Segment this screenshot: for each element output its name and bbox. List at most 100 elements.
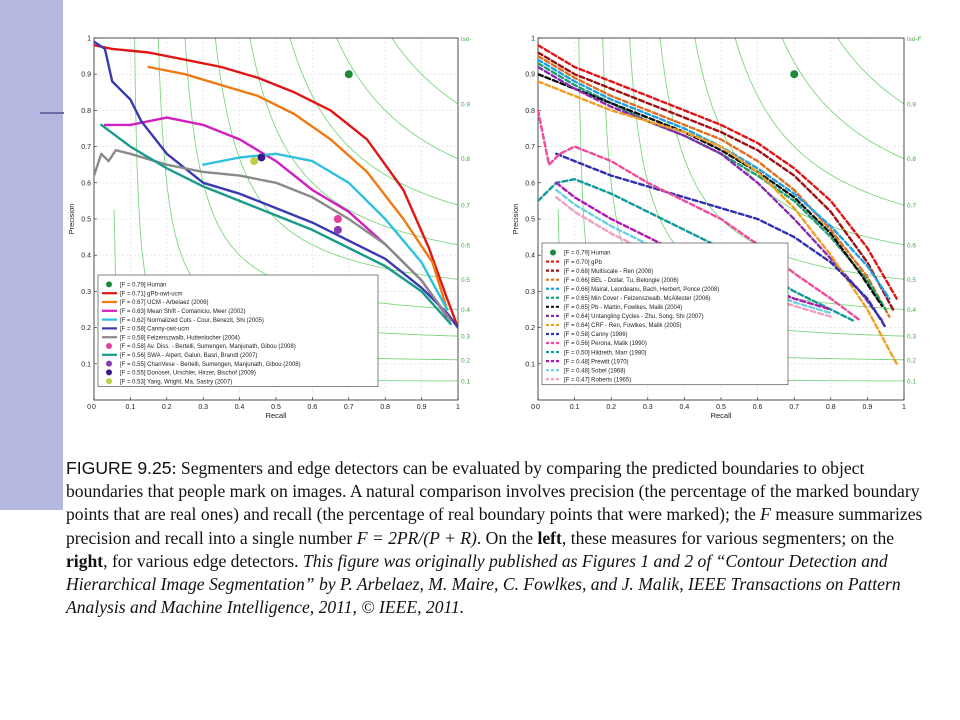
legend-entry: [F = 0.64] Untangling Cycles - Zhu, Song… [564, 314, 704, 320]
iso-f-level-label: 0.2 [907, 357, 916, 364]
legend: [F = 0.79] Human [F = 0.71] gPb-owt-ucm [F… [97, 274, 379, 387]
caption-p3: . On the [476, 527, 538, 548]
legend-entry: [F = 0.70] gPb [564, 260, 603, 266]
segmenters-pr-chart: 0 0.1 0.2 0.3 0.4 0.5 0.6 0.7 0.8 0.9 1 0.1 0.2 0.3 0.… [67, 36, 472, 421]
series-f-0-58-canny-owt-ucm-line [94, 40, 458, 329]
legend-entry: [F = 0.68] Multiscale - Ren (2008) [564, 269, 653, 275]
x-tick-label: 0.5 [271, 404, 281, 411]
x-tick-label: 0.7 [344, 404, 354, 411]
legend-entry: [F = 0.63] Mean Shift - Comaniciu, Meer … [120, 309, 246, 315]
legend-box [541, 242, 789, 386]
series-f-0-67-ucm-arbelaez-2006-line [147, 65, 449, 311]
x-tick-label: 0.8 [826, 404, 836, 411]
caption-p4: , these measures for various segmenters;… [561, 527, 895, 548]
y-tick-label: 0.1 [81, 361, 91, 368]
y-tick-label: 1 [87, 36, 91, 43]
series-f-0-58-felzenszwalb-huttenlocher-2004-line [94, 149, 452, 322]
iso-f-curve [289, 38, 458, 206]
legend-entry: [F = 0.71] gPb-owt-ucm [120, 291, 183, 297]
y-tick-label: 1 [531, 36, 535, 43]
x-tick-label: 0.8 [380, 404, 390, 411]
x-tick-label: 0.6 [308, 404, 318, 411]
series-f-0-58-canny-1986-line [555, 152, 887, 329]
x-axis-label: Recall [711, 411, 732, 420]
y-tick-label: 0.2 [525, 325, 535, 332]
iso-f-curve [781, 38, 904, 160]
iso-f-level-label: 0.4 [907, 307, 916, 314]
series-f-0-79-human-point [344, 70, 353, 79]
y-tick-label: 0.3 [525, 289, 535, 296]
series-f-0-50-hildreth-marr-1980-line [538, 178, 854, 322]
legend-marker [106, 281, 112, 288]
iso-f-curve [836, 38, 904, 105]
iso-f-curve [336, 38, 458, 160]
iso-f-level-label: 0.6 [907, 242, 916, 249]
iso-f-level-label: 0.1 [907, 378, 916, 385]
series-f-0-56-perona-malik-1990-line [538, 109, 862, 322]
slide-decor-line [40, 112, 64, 114]
legend-box [97, 274, 379, 387]
iso-f-level-label: 0.9 [907, 101, 916, 108]
x-tick-label: 0.2 [162, 404, 172, 411]
legend-entry: [F = 0.65] Pb - Martin, Fowlkes, Malik (… [564, 305, 682, 311]
legend-entry: [F = 0.67] UCM - Arbelaez (2006) [120, 300, 209, 306]
legend-entry: [F = 0.58] Felzenszwalb, Huttenlocher (2… [120, 335, 240, 341]
iso-f-level-label: 0.4 [461, 307, 470, 314]
legend-entry: [F = 0.56] Perona, Malik (1990) [564, 341, 647, 347]
figure-caption: FIGURE 9.25: Segmenters and edge detecto… [66, 458, 923, 618]
x-tick-label: 0.4 [680, 404, 690, 411]
x-tick-label: 0.2 [606, 404, 616, 411]
series-f-0-58-av-diss-bertelli-sumengen-manjunath-gibou-2008-point [333, 215, 342, 223]
iso-f-level-label: 0.1 [461, 378, 470, 385]
x-tick-label: 0.9 [863, 404, 873, 411]
series-f-0-71-gpb-owt-ucm-line [94, 44, 458, 329]
legend-marker [550, 249, 556, 256]
legend-entry: [F = 0.47] Roberts (1965) [564, 377, 631, 383]
caption-p1: Segmenters and edge detectors can be eva… [66, 458, 920, 525]
iso-f-level-label: 0.8 [907, 156, 916, 163]
legend-marker [106, 343, 112, 349]
y-tick-label: 0.2 [81, 325, 91, 332]
x-tick-label: 0.9 [417, 404, 427, 411]
y-tick-label: 0.5 [81, 217, 91, 224]
legend-entry: [F = 0.58] Canny-owt-ucm [120, 327, 189, 333]
x-tick-label: 0.1 [570, 404, 580, 411]
x-tick-label: 0.3 [643, 404, 653, 411]
figure-label: FIGURE 9.25 [66, 458, 172, 478]
legend-marker [106, 369, 112, 376]
legend-marker [106, 360, 112, 367]
series-f-0-68-multiscale-ren-2008-line [538, 51, 895, 311]
y-tick-label: 0.4 [81, 253, 91, 260]
x-tick-label: 0 [92, 404, 96, 411]
iso-f-level-label: 0.5 [907, 277, 916, 284]
legend-entry: [F = 0.48] Prewitt (1970) [564, 359, 629, 365]
legend-marker [106, 378, 112, 385]
iso-f-level-label: 0.7 [461, 203, 470, 210]
legend-entry: [F = 0.56] SWA - Alpert, Galun, Basri, B… [120, 353, 257, 359]
iso-f-title: iso-F [907, 36, 921, 43]
x-tick-label: 0.3 [198, 404, 208, 411]
x-tick-label: 0.5 [716, 404, 726, 411]
series-f-0-66-bel-dollar-tu-belongie-2006-line [538, 54, 891, 318]
y-tick-label: 0.1 [525, 361, 535, 368]
series-f-0-65-pb-martin-fowlkes-malik-2004-line [538, 73, 884, 308]
series-f-0-53-yang-wright-ma-sastry-2007-point [250, 157, 259, 166]
x-tick-label: 0.7 [789, 404, 799, 411]
caption-source-italic: This figure was originally published as … [66, 550, 901, 618]
y-tick-label: 0.8 [525, 108, 535, 115]
x-tick-label: 0 [536, 404, 540, 411]
legend-entry: [F = 0.48] Sobel (1968) [564, 368, 626, 374]
y-tick-label: 0.5 [525, 217, 535, 224]
edge-detectors-pr-chart: 0 0.1 0.2 0.3 0.4 0.5 0.6 0.7 0.8 0.9 1 0.1 0.2 0.3 0.… [511, 36, 921, 421]
y-tick-label: 0.7 [81, 144, 91, 151]
legend-entry: [F = 0.65] Min Cover - Felzenszwalb, McA… [564, 296, 711, 302]
iso-f-level-label: 0.5 [461, 277, 470, 284]
series-f-0-55-chanvese-bertelli-sumengen-manjunath-gibou-2008-point [333, 225, 342, 234]
series-group [94, 40, 458, 329]
caption-f-symbol: F [760, 504, 771, 525]
legend-entry: [F = 0.55] Donoser, Urschler, Hirzer, Bi… [120, 371, 256, 377]
legend-entry: [F = 0.79] Human [120, 283, 167, 289]
series-f-0-79-human-point [790, 70, 799, 79]
caption-p2: measure summarizes precision and recall … [66, 504, 923, 548]
x-tick-label: 1 [456, 404, 460, 411]
